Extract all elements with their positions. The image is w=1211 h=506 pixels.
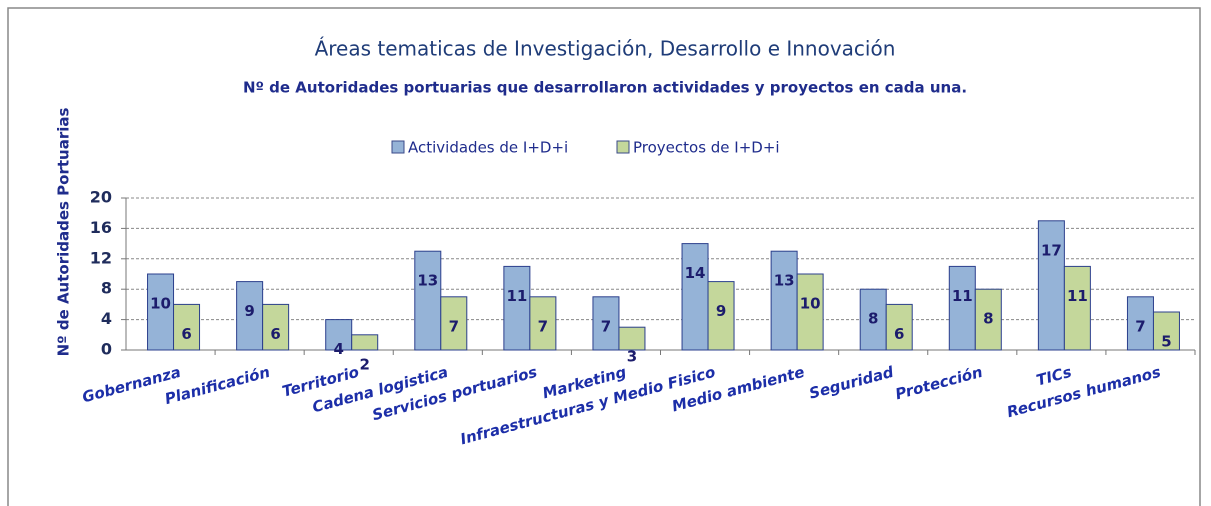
value-label: 9 [244,302,254,320]
value-label: 8 [868,310,878,328]
value-label: 13 [774,272,795,290]
value-label: 10 [150,295,171,313]
value-label: 11 [506,287,527,305]
bar [440,296,468,351]
y-tick-label: 0 [101,340,112,359]
y-tick-label: 12 [90,248,112,267]
bar [948,265,976,351]
chart-subtitle: Nº de Autoridades portuarias que desarro… [243,79,967,97]
bar [325,319,353,351]
y-tick-label: 8 [101,279,112,298]
y-tick-label: 4 [101,309,112,328]
bar [1037,220,1065,351]
chart-title: Áreas tematicas de Investigación, Desarr… [315,37,896,61]
y-axis-label: Nº de Autoridades Portuarias [55,108,73,357]
y-tick-label: 16 [90,218,112,237]
legend-label: Proyectos de I+D+i [633,139,780,157]
chart-frame [7,7,1201,506]
value-label: 7 [601,317,611,335]
legend-label: Actividades de I+D+i [408,139,568,157]
value-label: 4 [333,340,343,358]
value-label: 11 [952,287,973,305]
bar [974,288,1002,351]
value-label: 14 [685,264,706,282]
value-label: 6 [181,325,191,343]
x-tick-label: Recursos humanos [1005,363,1163,421]
value-label: 13 [417,272,438,290]
bar [1152,311,1180,351]
bar [1126,296,1154,351]
value-label: 6 [270,325,280,343]
value-label: 7 [538,317,548,335]
value-label: 11 [1067,287,1088,305]
value-label: 5 [1161,333,1171,351]
bar [236,281,264,351]
bar [618,326,646,351]
bar [262,303,290,351]
value-label: 8 [983,310,993,328]
bar [1063,265,1091,351]
legend-swatch [391,140,405,154]
value-label: 7 [1135,317,1145,335]
bar [351,334,379,351]
bar [707,281,735,351]
value-label: 10 [800,295,821,313]
y-tick-label: 20 [90,188,112,207]
value-label: 3 [627,348,637,366]
value-label: 9 [716,302,726,320]
value-label: 7 [449,317,459,335]
x-tick-label: TICs [1034,363,1073,390]
bar [885,303,913,351]
bar [414,250,442,351]
x-tick-label: Seguridad [807,363,895,403]
bar [503,265,531,351]
bar [770,250,798,351]
value-label: 6 [894,325,904,343]
value-label: 2 [359,355,369,373]
bar [796,273,824,351]
bar [592,296,620,351]
value-label: 17 [1041,241,1062,259]
bar [681,243,709,351]
bar [529,296,557,351]
x-tick-label: Protección [893,363,984,404]
legend-swatch [616,140,630,154]
bar [173,303,201,351]
